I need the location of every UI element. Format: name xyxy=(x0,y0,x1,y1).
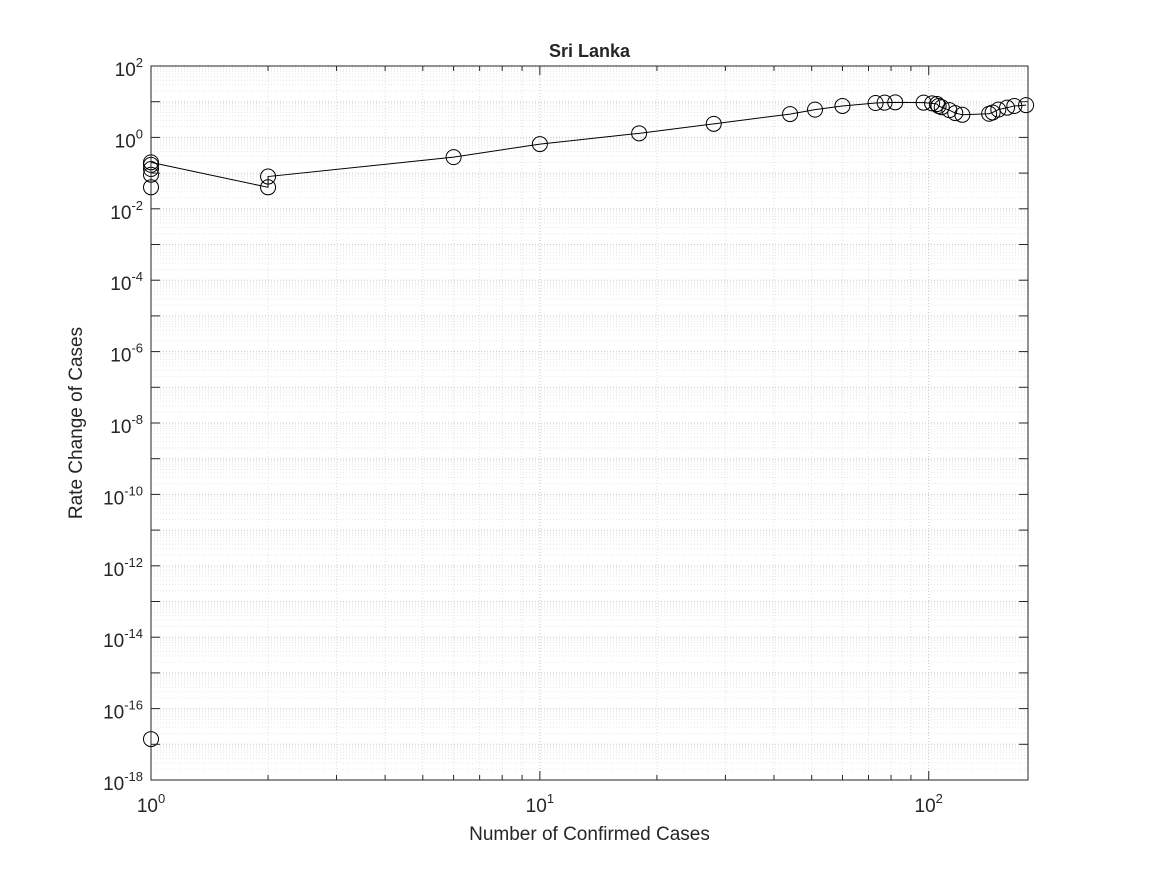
y-tick-label: 10-4 xyxy=(110,269,143,295)
data-point xyxy=(867,94,884,111)
y-tick-label-base: 10 xyxy=(110,417,131,438)
x-tick-label-base: 10 xyxy=(915,796,936,817)
data-point xyxy=(933,99,950,116)
y-tick-label: 10-18 xyxy=(103,769,143,795)
data-point xyxy=(260,179,277,196)
y-tick-label-exponent: -18 xyxy=(124,769,143,784)
data-point xyxy=(782,106,799,123)
y-tick-label-base: 10 xyxy=(110,203,131,224)
data-point xyxy=(887,94,904,111)
data-point xyxy=(954,106,971,123)
data-point xyxy=(876,94,893,111)
data-point xyxy=(807,101,824,118)
x-tick-label: 101 xyxy=(526,791,554,817)
data-point xyxy=(915,94,932,111)
x-tick-label-exponent: 1 xyxy=(547,791,554,806)
data-point xyxy=(260,168,277,185)
y-tick-label-exponent: -8 xyxy=(131,412,143,427)
y-tick-label-exponent: -16 xyxy=(124,698,143,713)
y-tick-label: 10-6 xyxy=(110,341,143,367)
x-tick-label: 100 xyxy=(137,791,165,817)
minor-grid xyxy=(151,66,1028,780)
axis-ticks xyxy=(150,65,1028,781)
y-tick-label: 10-2 xyxy=(110,198,143,224)
y-tick-label: 10-16 xyxy=(103,698,143,724)
x-tick-label-exponent: 2 xyxy=(936,791,943,806)
data-point xyxy=(999,99,1016,116)
data-point xyxy=(445,149,462,166)
data-point xyxy=(990,101,1007,118)
y-axis-label: Rate Change of Cases xyxy=(66,327,87,519)
y-tick-label-exponent: -14 xyxy=(124,626,143,641)
y-tick-label-exponent: -10 xyxy=(124,483,143,498)
y-tick-label-base: 10 xyxy=(110,346,131,367)
y-tick-label-exponent: 2 xyxy=(136,55,143,70)
x-tick-label-base: 10 xyxy=(137,796,158,817)
x-tick-label-exponent: 0 xyxy=(158,791,165,806)
y-tick-label-base: 10 xyxy=(103,774,124,795)
y-tick-label: 10-8 xyxy=(110,412,143,438)
y-tick-label-base: 10 xyxy=(103,703,124,724)
y-tick-label: 10-10 xyxy=(103,483,143,509)
y-tick-label-base: 10 xyxy=(103,560,124,581)
y-tick-label: 102 xyxy=(115,55,143,81)
data-point xyxy=(631,125,648,142)
y-tick-label-exponent: -12 xyxy=(124,555,143,570)
y-tick-label-exponent: 0 xyxy=(136,126,143,141)
data-point xyxy=(947,105,964,122)
data-point xyxy=(930,97,947,114)
x-axis-label: Number of Confirmed Cases xyxy=(469,824,710,845)
y-tick-labels: 10-1810-1610-1410-1210-1010-810-610-410-… xyxy=(103,55,143,795)
chart-title: Sri Lanka xyxy=(549,41,631,61)
y-tick-label-base: 10 xyxy=(103,488,124,509)
y-tick-label: 10-14 xyxy=(103,626,143,652)
y-tick-label-base: 10 xyxy=(115,131,136,152)
y-tick-label: 10-12 xyxy=(103,555,143,581)
series-line xyxy=(150,101,1027,740)
y-tick-label-base: 10 xyxy=(110,274,131,295)
x-tick-label: 102 xyxy=(915,791,943,817)
data-point xyxy=(705,115,722,132)
data-point xyxy=(924,95,941,112)
data-point xyxy=(1018,97,1035,114)
x-tick-labels: 100 101 102 xyxy=(137,791,943,817)
y-tick-label-base: 10 xyxy=(115,60,136,81)
x-tick-label-base: 10 xyxy=(526,796,547,817)
y-tick-label: 100 xyxy=(115,126,143,152)
y-tick-label-exponent: -4 xyxy=(131,269,143,284)
y-tick-label-base: 10 xyxy=(103,631,124,652)
y-tick-label-exponent: -6 xyxy=(131,341,143,356)
data-point xyxy=(834,97,851,114)
data-point xyxy=(531,136,548,153)
data-point xyxy=(1006,97,1023,114)
y-tick-label-exponent: -2 xyxy=(131,198,143,213)
